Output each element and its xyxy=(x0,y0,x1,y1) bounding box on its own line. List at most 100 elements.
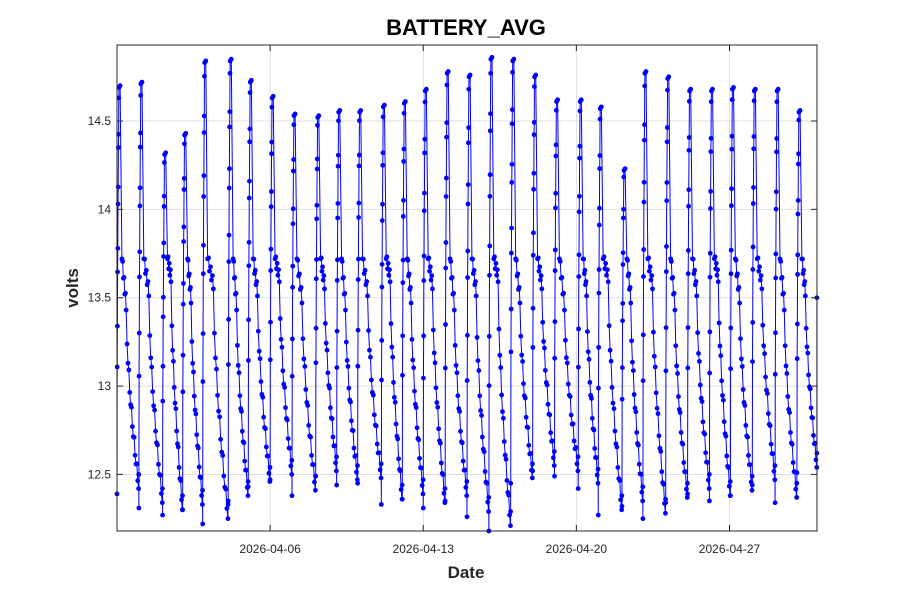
data-point xyxy=(313,487,318,493)
data-point xyxy=(246,239,252,245)
data-point xyxy=(593,455,599,460)
data-point xyxy=(379,261,385,267)
data-point xyxy=(518,333,524,339)
data-point xyxy=(334,365,340,370)
data-point xyxy=(165,254,171,260)
data-point xyxy=(438,460,444,466)
data-point xyxy=(705,477,711,483)
data-point xyxy=(494,272,500,278)
data-point xyxy=(652,364,658,370)
data-point xyxy=(183,130,189,136)
data-point xyxy=(226,362,231,367)
data-point xyxy=(503,456,509,462)
data-point xyxy=(614,444,620,450)
data-point xyxy=(802,279,808,284)
data-point xyxy=(175,444,181,450)
data-point xyxy=(584,293,590,299)
data-point xyxy=(585,349,591,355)
data-point xyxy=(322,286,327,292)
data-point xyxy=(715,267,721,273)
data-point xyxy=(170,347,176,353)
data-point xyxy=(214,366,219,372)
data-point xyxy=(171,385,177,390)
data-point xyxy=(685,491,690,497)
data-point xyxy=(553,142,559,148)
data-point xyxy=(181,176,187,181)
data-point xyxy=(530,305,536,311)
data-point xyxy=(291,168,296,174)
data-point xyxy=(633,409,639,415)
data-point xyxy=(598,104,604,110)
data-point xyxy=(542,345,547,351)
data-point xyxy=(179,497,184,503)
data-point xyxy=(596,267,602,272)
data-point xyxy=(267,477,273,483)
data-point xyxy=(208,264,213,270)
data-point xyxy=(299,300,305,306)
data-point xyxy=(161,193,167,199)
data-point xyxy=(553,190,559,196)
data-point xyxy=(380,114,386,120)
data-point xyxy=(377,467,383,473)
data-point xyxy=(700,419,706,425)
data-point xyxy=(749,487,755,493)
data-point xyxy=(774,149,779,155)
data-point xyxy=(147,333,153,338)
y-tick-label: 14.5 xyxy=(88,114,112,128)
data-point xyxy=(618,497,624,503)
data-point xyxy=(783,363,789,369)
data-point xyxy=(664,180,670,185)
data-point xyxy=(181,224,187,230)
data-point xyxy=(180,389,186,395)
data-point xyxy=(795,161,801,167)
data-point xyxy=(171,358,176,364)
data-point xyxy=(506,492,512,498)
data-point xyxy=(368,354,373,360)
data-point xyxy=(302,363,308,369)
data-point xyxy=(706,486,712,491)
data-point xyxy=(509,121,515,127)
data-point xyxy=(387,267,392,273)
data-point xyxy=(663,325,669,331)
data-point xyxy=(442,486,448,491)
data-point xyxy=(196,464,202,470)
data-point xyxy=(409,336,415,342)
data-point xyxy=(373,423,379,429)
data-point xyxy=(576,364,581,370)
data-point xyxy=(210,273,215,279)
data-point xyxy=(474,335,480,340)
data-point xyxy=(192,407,198,413)
data-point xyxy=(707,370,713,376)
data-point xyxy=(201,113,207,119)
data-point xyxy=(664,139,670,145)
data-point xyxy=(412,388,417,394)
data-point xyxy=(484,480,490,486)
data-point xyxy=(124,341,130,347)
data-point xyxy=(738,356,744,362)
data-point xyxy=(763,374,768,380)
data-point xyxy=(513,257,519,263)
data-point xyxy=(728,247,734,253)
data-point xyxy=(123,290,128,296)
data-point xyxy=(479,412,484,418)
data-point xyxy=(608,358,614,364)
data-point xyxy=(553,153,559,159)
data-point xyxy=(380,150,386,156)
data-point xyxy=(622,166,628,172)
data-point xyxy=(160,512,165,518)
data-point xyxy=(115,269,120,275)
data-point xyxy=(565,381,571,387)
data-point xyxy=(739,363,745,369)
data-point xyxy=(443,240,449,245)
data-point xyxy=(233,290,239,296)
data-point xyxy=(325,370,331,376)
data-point xyxy=(559,275,565,280)
data-point xyxy=(551,463,557,469)
data-point xyxy=(226,232,232,238)
data-point xyxy=(550,455,556,461)
data-point xyxy=(172,400,178,406)
data-point xyxy=(597,205,602,211)
data-point xyxy=(343,339,349,345)
data-point xyxy=(268,268,274,273)
data-point xyxy=(570,421,576,427)
